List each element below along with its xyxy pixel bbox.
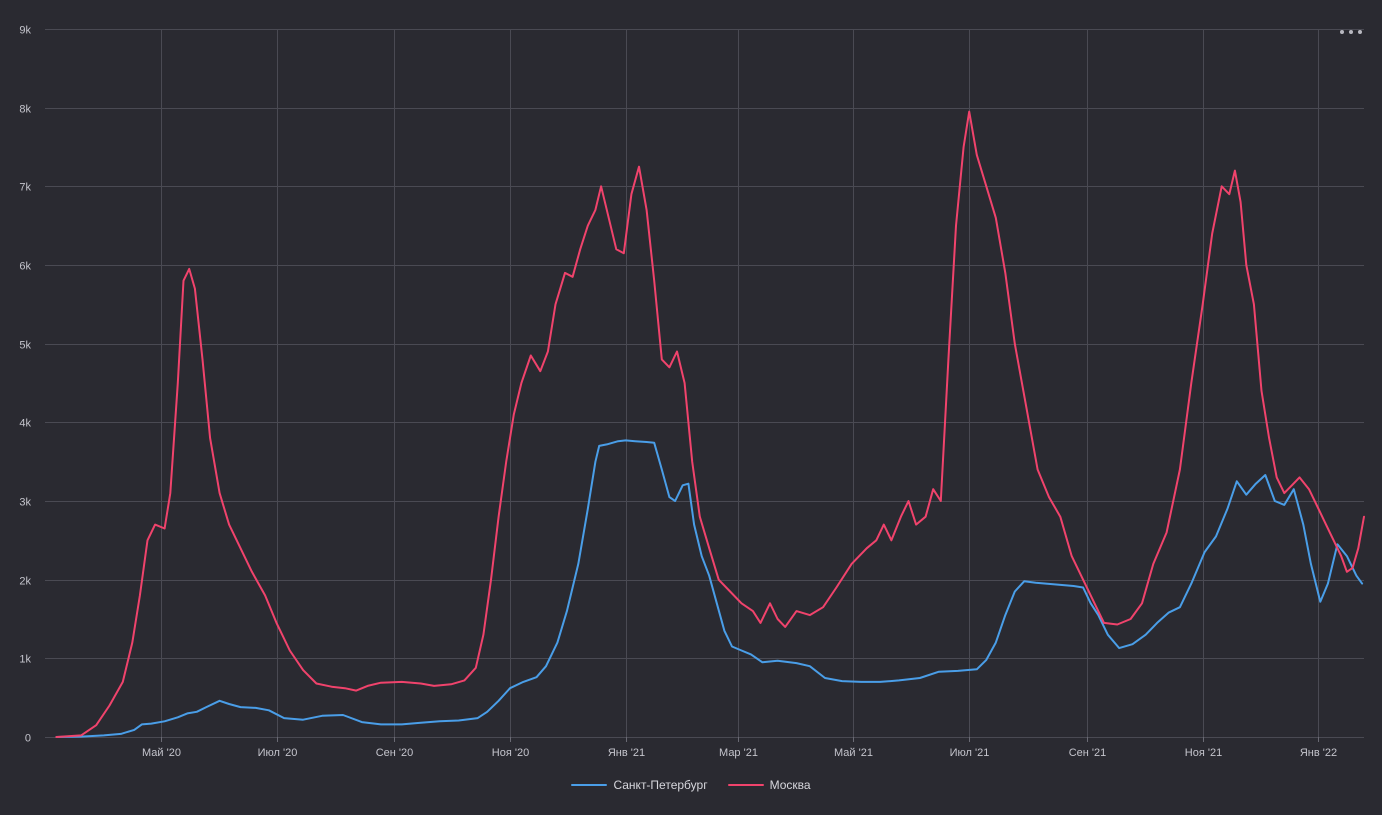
- legend-swatch-spb: [571, 784, 608, 786]
- x-tick-label: Янв '22: [1300, 747, 1337, 759]
- legend-item-spb[interactable]: Санкт-Петербург: [571, 778, 708, 792]
- y-tick-label: 0: [25, 733, 31, 745]
- y-tick-label: 5k: [19, 340, 31, 352]
- y-axis-ticks: 0 1k 2k 3k 4k 5k 6k 7k 8k 9k: [19, 25, 31, 745]
- y-tick-label: 7k: [19, 182, 31, 194]
- x-tick-label: Июл '20: [258, 747, 298, 759]
- y-tick-label: 4k: [19, 418, 31, 430]
- x-tick-label: Июл '21: [950, 747, 990, 759]
- legend-label-moscow: Москва: [769, 778, 811, 792]
- x-tick-label: Сен '20: [376, 747, 414, 759]
- menu-dot: [1340, 30, 1344, 34]
- y-tick-label: 9k: [19, 25, 31, 37]
- y-tick-label: 3k: [19, 497, 31, 509]
- y-tick-label: 2k: [19, 576, 31, 588]
- y-tick-label: 8k: [19, 104, 31, 116]
- y-tick-label: 6k: [19, 261, 31, 273]
- gridlines: [45, 29, 1364, 738]
- legend: Санкт-Петербург Москва: [0, 776, 1382, 794]
- menu-dot: [1349, 30, 1353, 34]
- x-axis-ticks: Май '20 Июл '20 Сен '20 Ноя '20 Янв '21 Мар '…: [142, 737, 1337, 759]
- series-lines: [55, 110, 1365, 738]
- y-tick-label: 1k: [19, 654, 31, 666]
- x-tick-label: Ноя '20: [492, 747, 529, 759]
- x-tick-label: Янв '21: [608, 747, 645, 759]
- x-tick-label: Мар '21: [719, 747, 758, 759]
- menu-dot: [1358, 30, 1362, 34]
- legend-item-moscow[interactable]: Москва: [727, 778, 811, 792]
- x-tick-label: Ноя '21: [1185, 747, 1222, 759]
- x-tick-label: Май '20: [142, 747, 181, 759]
- legend-swatch-moscow: [727, 784, 764, 786]
- x-tick-label: Май '21: [834, 747, 873, 759]
- series-line-spb: [55, 439, 1364, 738]
- legend-label-spb: Санкт-Петербург: [613, 778, 708, 792]
- more-horizontal-icon[interactable]: [1340, 24, 1362, 40]
- x-tick-label: Сен '21: [1069, 747, 1107, 759]
- series-line-moscow: [55, 110, 1365, 738]
